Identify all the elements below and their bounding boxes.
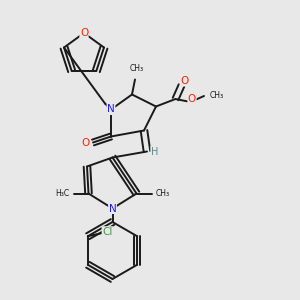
Text: Cl: Cl: [102, 227, 112, 237]
Text: CH₃: CH₃: [129, 64, 144, 74]
Text: N: N: [107, 104, 115, 115]
Text: O: O: [188, 94, 196, 104]
Text: N: N: [109, 203, 116, 214]
Text: CH₃: CH₃: [156, 189, 170, 198]
Text: H: H: [151, 146, 158, 157]
Text: O: O: [80, 28, 88, 38]
Text: O: O: [81, 137, 90, 148]
Text: CH₃: CH₃: [210, 92, 224, 100]
Text: H₃C: H₃C: [55, 189, 69, 198]
Text: O: O: [180, 76, 189, 86]
